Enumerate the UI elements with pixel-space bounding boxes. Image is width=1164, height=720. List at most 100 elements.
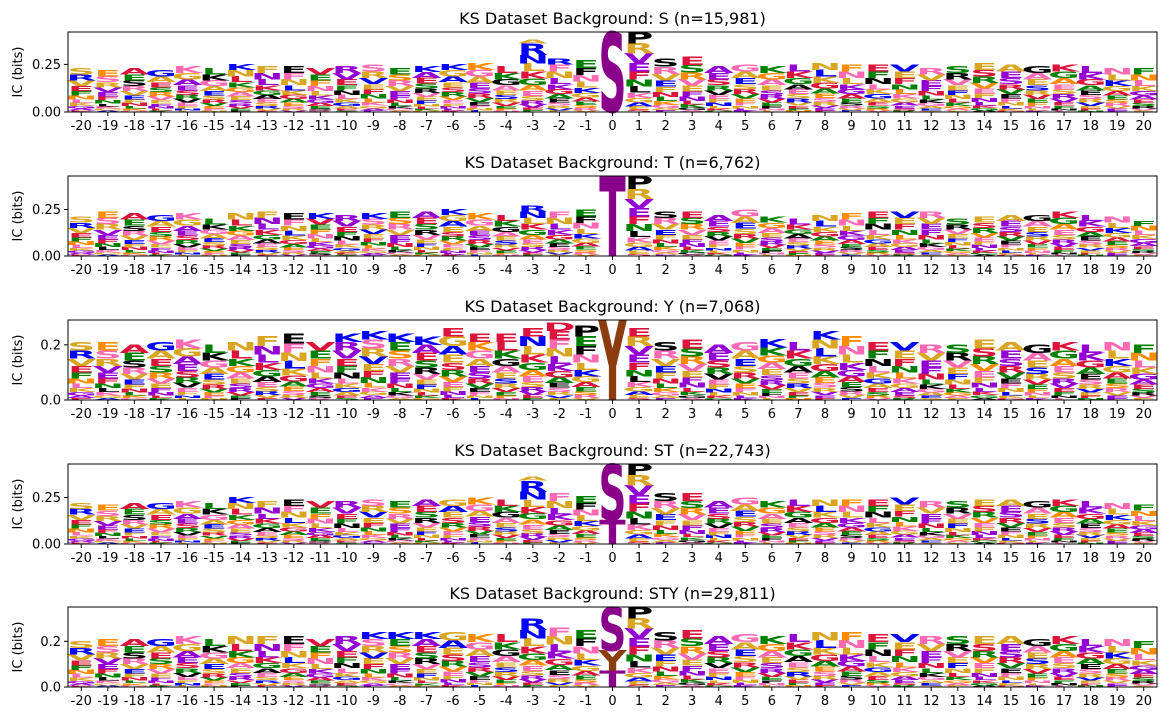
background-residue-letter: K (810, 646, 842, 657)
background-residue-letter: F (493, 395, 519, 399)
background-residue-letter: G (650, 537, 682, 542)
background-residue-letter: G (729, 208, 761, 219)
background-residue-letter: F (201, 540, 227, 543)
background-residue-letter: R (491, 98, 521, 104)
background-residue-letter: V (385, 85, 416, 93)
x-tick-label: -1 (579, 551, 592, 566)
background-residue-letter: L (786, 498, 811, 509)
background-residue-letter: S (970, 221, 998, 230)
x-tick-label: -8 (394, 263, 407, 278)
background-residue-letter: S (758, 662, 786, 670)
background-residue-letter: F (998, 244, 1024, 249)
background-residue-letter: R (252, 390, 282, 396)
x-tick-label: -14 (230, 407, 251, 422)
background-residue-letter: G (65, 391, 97, 396)
background-residue-letter: E (334, 683, 360, 686)
enriched-residue-letter: K (412, 65, 444, 74)
background-residue-letter: E (1130, 99, 1156, 105)
background-residue-letter: F (546, 210, 572, 221)
background-residue-letter: L (999, 680, 1024, 685)
background-residue-letter: L (69, 244, 94, 249)
background-residue-letter: E (174, 676, 200, 682)
x-tick-label: 11 (896, 694, 913, 709)
background-residue-letter: K (624, 381, 656, 389)
background-residue-letter: R (173, 667, 203, 674)
background-residue-letter: F (493, 108, 519, 111)
background-residue-letter: E (891, 105, 917, 109)
background-residue-letter: E (732, 530, 758, 536)
background-residue-letter: F (706, 383, 732, 390)
background-residue-letter: G (65, 538, 97, 542)
background-residue-letter: G (65, 680, 97, 684)
background-residue-letter: V (491, 102, 522, 107)
background-residue-letter: V (1076, 247, 1107, 251)
background-residue-letter: E (148, 225, 174, 233)
background-residue-letter: K (783, 640, 815, 652)
background-residue-letter: A (837, 375, 867, 384)
background-residue-letter: N (278, 351, 310, 364)
background-residue-letter: S (944, 343, 972, 356)
background-residue-letter: N (729, 105, 761, 109)
background-residue-letter: L (494, 213, 519, 223)
x-tick-label: 4 (715, 694, 723, 709)
background-residue-letter: N (490, 685, 522, 688)
background-residue-letter: G (836, 659, 868, 668)
background-residue-letter: L (1025, 683, 1050, 686)
background-residue-letter: F (360, 237, 386, 243)
background-residue-letter: K (571, 368, 603, 378)
background-residue-letter: V (943, 228, 974, 236)
background-residue-letter: N (463, 395, 495, 399)
background-residue-letter: V (226, 250, 257, 254)
x-tick-label: 16 (1029, 407, 1046, 422)
background-residue-letter: F (626, 215, 652, 227)
background-residue-letter: E (546, 398, 572, 401)
background-residue-letter: N (517, 334, 549, 349)
background-residue-letter: F (307, 651, 333, 661)
background-residue-letter: E (254, 110, 280, 112)
background-residue-letter: G (729, 63, 761, 74)
background-residue-letter: F (706, 244, 732, 249)
background-residue-letter: R (491, 530, 521, 536)
background-residue-letter: A (412, 70, 442, 80)
background-residue-letter: S (174, 662, 202, 670)
background-residue-letter: F (759, 105, 785, 109)
background-residue-letter: A (385, 685, 416, 687)
background-residue-letter: A (677, 254, 708, 256)
center-residue-letter: S (599, 595, 627, 665)
background-residue-letter: L (1025, 108, 1050, 111)
background-residue-letter: L (414, 537, 439, 541)
x-tick-label: 13 (950, 119, 967, 134)
background-residue-letter: L (361, 97, 386, 103)
background-residue-letter: S (944, 635, 972, 647)
background-residue-letter: R (1049, 238, 1079, 245)
background-residue-letter: A (252, 94, 283, 101)
background-residue-letter: V (996, 371, 1026, 381)
background-residue-letter: L (653, 96, 678, 103)
background-residue-letter: G (809, 81, 841, 90)
background-residue-letter: F (626, 70, 652, 82)
background-residue-letter: F (971, 240, 997, 246)
x-tick-label: 15 (1003, 263, 1020, 278)
background-residue-letter: S (253, 386, 281, 393)
background-residue-letter: R (332, 635, 362, 647)
background-residue-letter: R (544, 105, 574, 109)
background-residue-letter: L (866, 228, 891, 236)
background-residue-letter: E (121, 218, 147, 227)
background-residue-letter: G (92, 108, 124, 111)
background-residue-letter: K (358, 534, 390, 539)
background-residue-letter: V (810, 679, 841, 684)
background-residue-letter: A (1049, 649, 1079, 659)
x-tick-label: -19 (97, 263, 118, 278)
background-residue-letter: A (226, 234, 257, 241)
background-residue-letter: A (783, 82, 814, 91)
